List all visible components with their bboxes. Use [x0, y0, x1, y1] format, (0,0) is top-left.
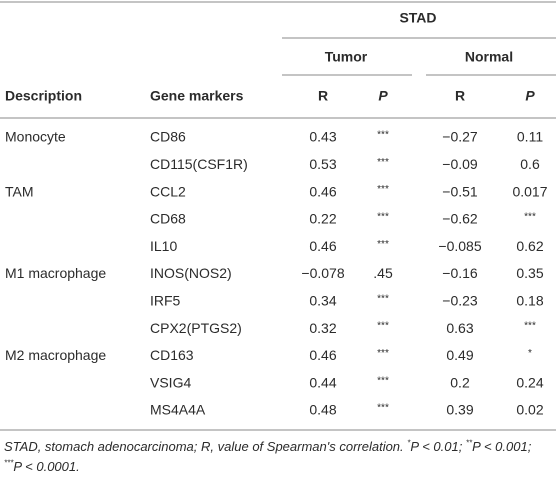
gene-marker: INOS(NOS2): [150, 265, 232, 281]
row-description: Monocyte: [5, 129, 66, 145]
cell-value: 0.46: [309, 238, 336, 254]
footnote-mark: **: [465, 438, 473, 448]
gene-marker: CPX2(PTGS2): [150, 320, 242, 336]
column-header: P: [525, 88, 535, 104]
cell-value: 0.18: [516, 293, 543, 309]
cell-value: ***: [377, 375, 389, 386]
footnote-text: STAD, stomach adenocarcinoma; R, value o…: [4, 439, 408, 454]
footnote: STAD, stomach adenocarcinoma; R, value o…: [4, 437, 552, 477]
cell-value: 0.49: [446, 347, 473, 363]
column-header: Gene markers: [150, 88, 244, 104]
column-header: Description: [5, 88, 82, 104]
cell-value: ***: [377, 348, 389, 359]
cell-value: −0.27: [442, 129, 478, 145]
row-description: M1 macrophage: [5, 265, 106, 281]
subgroup-header: Tumor: [325, 49, 368, 65]
footnote-text: P < 0.01;: [410, 439, 466, 454]
cell-value: ***: [377, 212, 389, 223]
cell-value: 0.24: [516, 374, 543, 390]
cell-value: 0.62: [516, 238, 543, 254]
cell-value: 0.39: [446, 402, 473, 418]
cell-value: 0.46: [309, 347, 336, 363]
cell-value: 0.48: [309, 402, 336, 418]
cell-value: −0.16: [442, 265, 478, 281]
footnote-mark: ***: [4, 458, 14, 468]
cell-value: 0.2: [450, 374, 470, 390]
cell-value: ***: [524, 321, 536, 332]
row-description: M2 macrophage: [5, 347, 106, 363]
subgroup-header: Normal: [465, 49, 513, 65]
cell-value: ***: [377, 130, 389, 141]
gene-marker: IRF5: [150, 293, 181, 309]
cell-value: −0.078: [301, 265, 344, 281]
cell-value: −0.51: [442, 183, 478, 199]
cell-value: ***: [377, 184, 389, 195]
cell-value: 0.017: [512, 183, 547, 199]
cell-value: ***: [524, 212, 536, 223]
cell-value: 0.22: [309, 211, 336, 227]
column-header: R: [318, 88, 328, 104]
cell-value: ***: [377, 239, 389, 250]
cell-value: 0.63: [446, 320, 473, 336]
cell-value: 0.46: [309, 183, 336, 199]
cell-value: ***: [377, 403, 389, 414]
cell-value: 0.43: [309, 129, 336, 145]
gene-marker: CD86: [150, 129, 186, 145]
cell-value: −0.23: [442, 293, 478, 309]
gene-marker: CD115(CSF1R): [150, 156, 248, 172]
footnote-mark: *: [407, 438, 411, 448]
gene-marker: CD163: [150, 347, 194, 363]
cell-value: 0.44: [309, 374, 336, 390]
cell-value: −0.62: [442, 211, 478, 227]
footnote-text: P < 0.001;: [472, 439, 532, 454]
cell-value: 0.34: [309, 293, 336, 309]
column-header: R: [455, 88, 465, 104]
cell-value: 0.32: [309, 320, 336, 336]
gene-marker: CD68: [150, 211, 186, 227]
group-header: STAD: [399, 10, 436, 26]
gene-marker: CCL2: [150, 183, 186, 199]
cell-value: 0.02: [516, 402, 543, 418]
footnote-text: P < 0.0001.: [13, 459, 80, 474]
cell-value: 0.6: [520, 156, 540, 172]
column-header: P: [378, 88, 388, 104]
cell-value: 0.11: [517, 129, 543, 145]
row-description: TAM: [5, 183, 34, 199]
gene-marker: MS4A4A: [150, 402, 206, 418]
cell-value: 0.35: [516, 265, 543, 281]
cell-value: .45: [373, 265, 393, 281]
gene-marker: IL10: [150, 238, 177, 254]
cell-value: ***: [377, 293, 389, 304]
cell-value: ***: [377, 321, 389, 332]
cell-value: ***: [377, 157, 389, 168]
cell-value: −0.085: [438, 238, 481, 254]
gene-marker: VSIG4: [150, 374, 191, 390]
cell-value: 0.53: [309, 156, 336, 172]
cell-value: *: [528, 348, 532, 359]
cell-value: −0.09: [442, 156, 478, 172]
table: STAD Tumor Normal Description Gene marker…: [0, 1, 556, 431]
